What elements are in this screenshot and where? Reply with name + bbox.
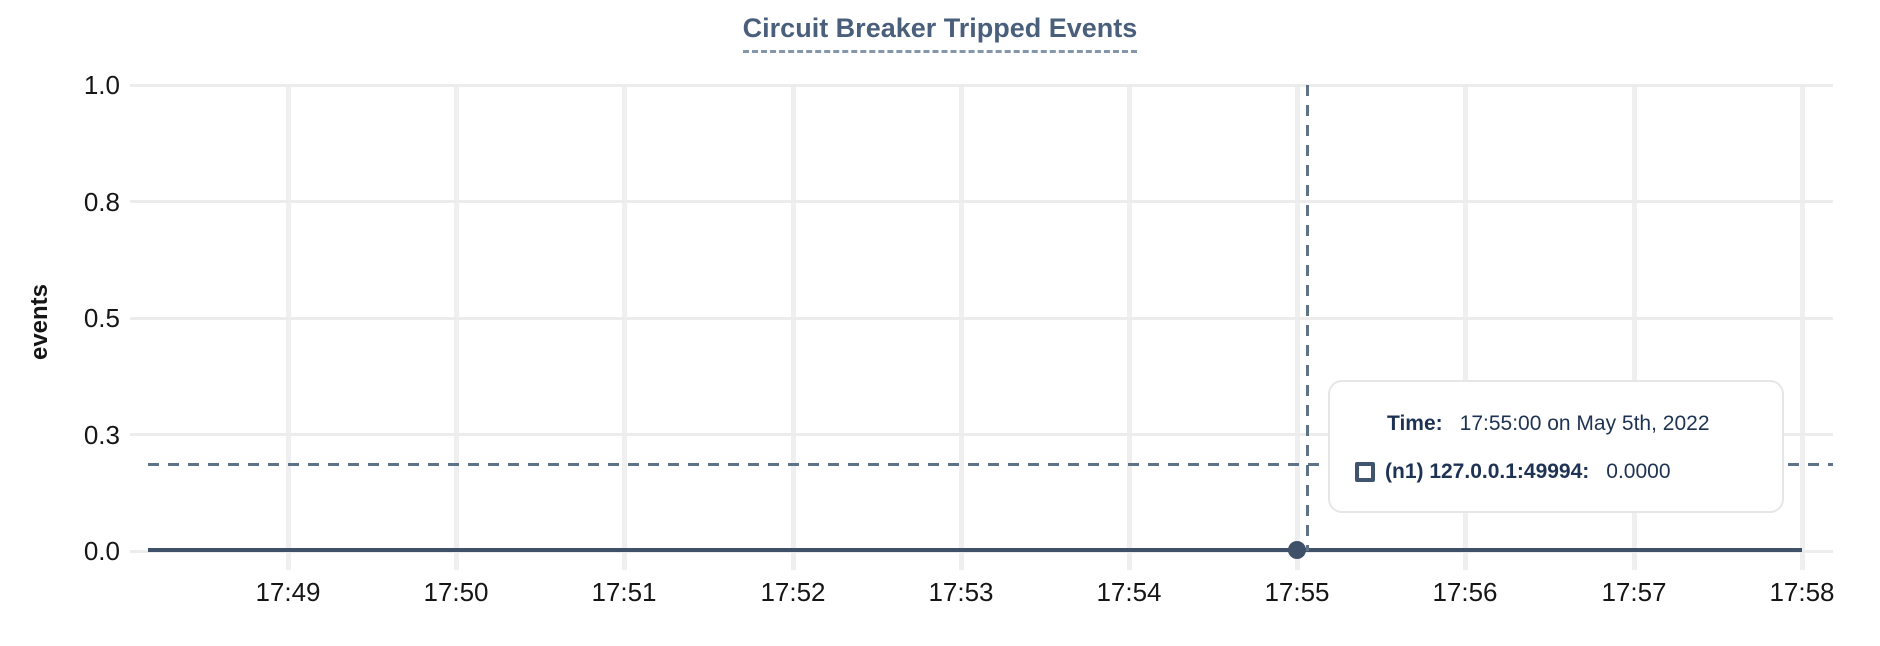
x-gridline xyxy=(1126,85,1132,570)
crosshair-vertical-line xyxy=(1306,85,1309,551)
x-gridline xyxy=(285,85,291,570)
y-gridline xyxy=(130,316,1833,320)
x-tick-label: 17:54 xyxy=(1096,577,1162,607)
y-tick-label: 0.3 xyxy=(83,419,120,450)
y-tick-label: 1.0 xyxy=(83,70,120,100)
tooltip-time-row: Time: 17:55:00 on May 5th, 2022 xyxy=(1330,400,1782,448)
x-gridline xyxy=(1462,85,1468,570)
y-tick-label: 0.8 xyxy=(83,186,120,217)
x-tick-label: 17:50 xyxy=(423,577,489,607)
x-gridline xyxy=(1799,85,1805,570)
x-tick-label: 17:51 xyxy=(591,577,657,607)
tooltip-series-label: (n1) 127.0.0.1:49994: xyxy=(1385,460,1590,483)
x-tick-label: 17:49 xyxy=(255,577,321,607)
series-line xyxy=(148,548,1802,552)
x-tick-label: 17:56 xyxy=(1432,577,1498,607)
x-gridline xyxy=(958,85,964,570)
chart-title[interactable]: Circuit Breaker Tripped Events xyxy=(742,13,1138,53)
tooltip-time-value: 17:55:00 on May 5th, 2022 xyxy=(1459,412,1710,435)
x-gridline xyxy=(621,85,627,570)
x-gridline xyxy=(790,85,796,570)
x-tick-label: 17:58 xyxy=(1769,577,1835,607)
x-gridline xyxy=(453,85,459,570)
x-tick-label: 17:53 xyxy=(928,577,994,607)
x-gridline xyxy=(1294,85,1300,570)
chart-tooltip: Time: 17:55:00 on May 5th, 2022 (n1) 127… xyxy=(1328,380,1784,513)
y-gridline xyxy=(130,83,1833,87)
chart-title-wrap: Circuit Breaker Tripped Events xyxy=(0,13,1880,53)
tooltip-series-value: 0.0000 xyxy=(1606,460,1671,483)
hovered-data-point xyxy=(1288,541,1306,559)
plot-area[interactable] xyxy=(130,83,1833,570)
x-tick-label: 17:57 xyxy=(1601,577,1667,607)
crosshair-horizontal-line xyxy=(148,463,1833,466)
x-tick-label: 17:52 xyxy=(760,577,826,607)
tooltip-series-row: (n1) 127.0.0.1:49994: 0.0000 xyxy=(1330,448,1782,496)
y-gridline xyxy=(130,200,1833,203)
series-swatch-icon xyxy=(1355,462,1375,482)
tooltip-time-label: Time: xyxy=(1387,412,1443,435)
y-tick-label: 0.0 xyxy=(83,536,120,566)
y-gridline xyxy=(130,433,1833,436)
x-tick-label: 17:55 xyxy=(1264,577,1330,607)
x-gridline xyxy=(1631,85,1637,570)
y-tick-label: 0.5 xyxy=(83,303,120,333)
